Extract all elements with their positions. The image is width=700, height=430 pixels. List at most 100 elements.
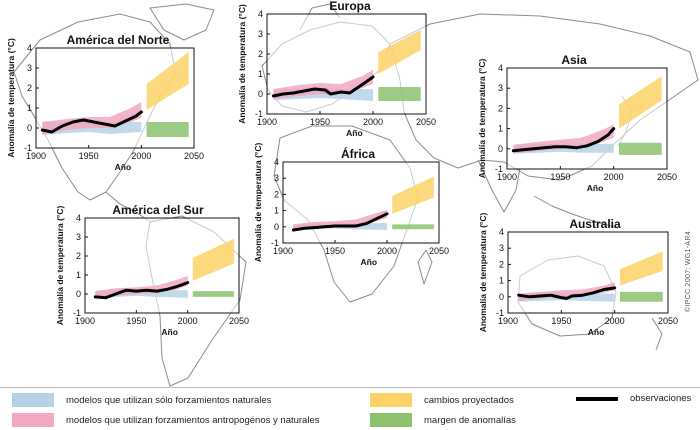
india-outline <box>477 159 521 213</box>
anomaly-range-band <box>392 224 434 230</box>
panel-1: -1 0 1 2 3 4 1900 1950 2000 2050 América del Norte… <box>6 33 204 172</box>
legend-label-range: margen de anomalías <box>424 414 516 426</box>
panel-title: Asia <box>561 53 587 67</box>
legend-label-anthro: modelos que utilizan forzamientos antrop… <box>66 414 320 426</box>
x-tick-label: 2050 <box>229 316 249 326</box>
panel-3: -1 0 1 2 3 4 1900 1950 2000 2050 Asia Año Anomalía d… <box>477 53 677 193</box>
central-america-outline <box>105 191 151 223</box>
x-tick-label: 2000 <box>178 316 198 326</box>
x-tick-label: 1900 <box>498 316 518 326</box>
plot-frame <box>84 217 240 314</box>
y-tick-label: -1 <box>495 164 503 174</box>
x-tick-label: 1950 <box>551 316 571 326</box>
projected-change-band <box>146 52 189 110</box>
x-axis-label: Año <box>115 162 132 172</box>
panel-title: América del Norte <box>67 33 170 47</box>
y-tick-label: 1 <box>27 103 32 113</box>
y-tick-label: 2 <box>76 251 81 261</box>
x-tick-label: 1900 <box>75 316 95 326</box>
panel-title: Europa <box>329 0 371 13</box>
y-tick-label: 0 <box>498 144 503 154</box>
greenland-outline <box>149 3 215 41</box>
projected-change-band <box>619 76 662 129</box>
x-tick-label: 2000 <box>131 151 151 161</box>
y-tick-label: 4 <box>498 63 503 73</box>
y-tick-label: 4 <box>76 213 81 223</box>
panel-4: -1 0 1 2 3 4 1900 1950 2000 2050 África Año Anomalía… <box>253 143 449 267</box>
x-tick-label: 2050 <box>657 172 677 182</box>
x-tick-label: 2000 <box>604 172 624 182</box>
x-tick-label: 1950 <box>550 172 570 182</box>
plot-frame <box>35 47 195 149</box>
legend-label-projected: cambios proyectados <box>424 394 514 406</box>
x-axis-label: Año <box>346 128 363 138</box>
y-tick-label: 1 <box>499 276 504 286</box>
panel-2: -1 0 1 2 3 4 1900 1950 2000 2050 Europa Año Anomalía… <box>237 0 436 138</box>
y-tick-label: 2 <box>258 49 263 59</box>
anomaly-range-band <box>192 291 234 297</box>
southeast-asia-islands-outline <box>533 195 619 229</box>
anomaly-range-band <box>620 291 663 302</box>
y-tick-label: -1 <box>271 238 279 248</box>
madagascar-outline <box>417 249 433 285</box>
y-tick-label: 0 <box>499 292 504 302</box>
y-tick-label: 3 <box>498 83 503 93</box>
y-tick-label: 4 <box>258 9 263 19</box>
plot-frame <box>282 161 440 244</box>
legend-swatch-natural <box>12 393 54 407</box>
x-tick-label: 2000 <box>363 117 383 127</box>
x-tick-label: 1950 <box>79 151 99 161</box>
y-tick-label: 2 <box>498 103 503 113</box>
x-axis-label: Año <box>361 257 378 267</box>
legend-item-range: margen de anomalías <box>370 413 516 427</box>
y-tick-label: 0 <box>27 123 32 133</box>
y-tick-label: 4 <box>274 157 279 167</box>
anthropogenic-forcing-band <box>293 209 387 230</box>
observations-line <box>93 281 190 300</box>
projected-change-band <box>192 238 234 281</box>
x-tick-label: 2000 <box>605 316 625 326</box>
panel-5: -1 0 1 2 3 4 1900 1950 2000 2050 América del Sur Añ… <box>55 203 249 337</box>
y-tick-label: 3 <box>258 29 263 39</box>
y-tick-label: 2 <box>499 259 504 269</box>
legend-item-projected: cambios proyectados <box>370 393 514 407</box>
y-tick-label: -1 <box>255 109 263 119</box>
y-tick-label: -1 <box>496 308 504 318</box>
x-tick-label: 2000 <box>377 246 397 256</box>
x-tick-label: 1900 <box>257 117 277 127</box>
panel-6: -1 0 1 2 3 4 1900 1950 2000 2050 Australia Año Anoma… <box>478 213 678 337</box>
observations-line <box>511 127 616 153</box>
legend-swatch-anthro <box>12 413 54 427</box>
y-tick-label: -1 <box>73 308 81 318</box>
anomaly-range-band <box>619 142 662 155</box>
x-axis-label: Año <box>587 183 604 193</box>
y-tick-label: 0 <box>76 289 81 299</box>
y-tick-label: 3 <box>76 232 81 242</box>
y-tick-label: 1 <box>274 206 279 216</box>
observations-line <box>291 212 389 232</box>
anomaly-range-band <box>378 87 421 101</box>
y-tick-label: 3 <box>27 63 32 73</box>
x-tick-label: 2050 <box>658 316 678 326</box>
y-axis-label: Anomalía de temperatura (°C) <box>253 143 263 263</box>
y-tick-label: 0 <box>274 222 279 232</box>
y-tick-label: 1 <box>258 69 263 79</box>
legend-item-observations: observaciones <box>576 393 691 404</box>
legend-item-natural: modelos que utilizan sólo forzamientos n… <box>12 393 271 407</box>
panel-title: Australia <box>569 217 621 231</box>
panel-title: África <box>341 146 375 161</box>
plot-frame <box>506 67 668 170</box>
anthropogenic-forcing-band <box>513 124 614 154</box>
plot-frame <box>266 13 427 115</box>
anomaly-range-band <box>146 122 189 137</box>
x-tick-label: 1900 <box>273 246 293 256</box>
legend-item-anthro: modelos que utilizan forzamientos antrop… <box>12 413 320 427</box>
observations-line <box>271 75 375 98</box>
x-tick-label: 1950 <box>310 117 330 127</box>
legend-label-observations: observaciones <box>630 393 692 404</box>
projected-change-band <box>620 251 663 286</box>
observations-line <box>517 286 617 300</box>
x-axis-label: Año <box>588 327 605 337</box>
